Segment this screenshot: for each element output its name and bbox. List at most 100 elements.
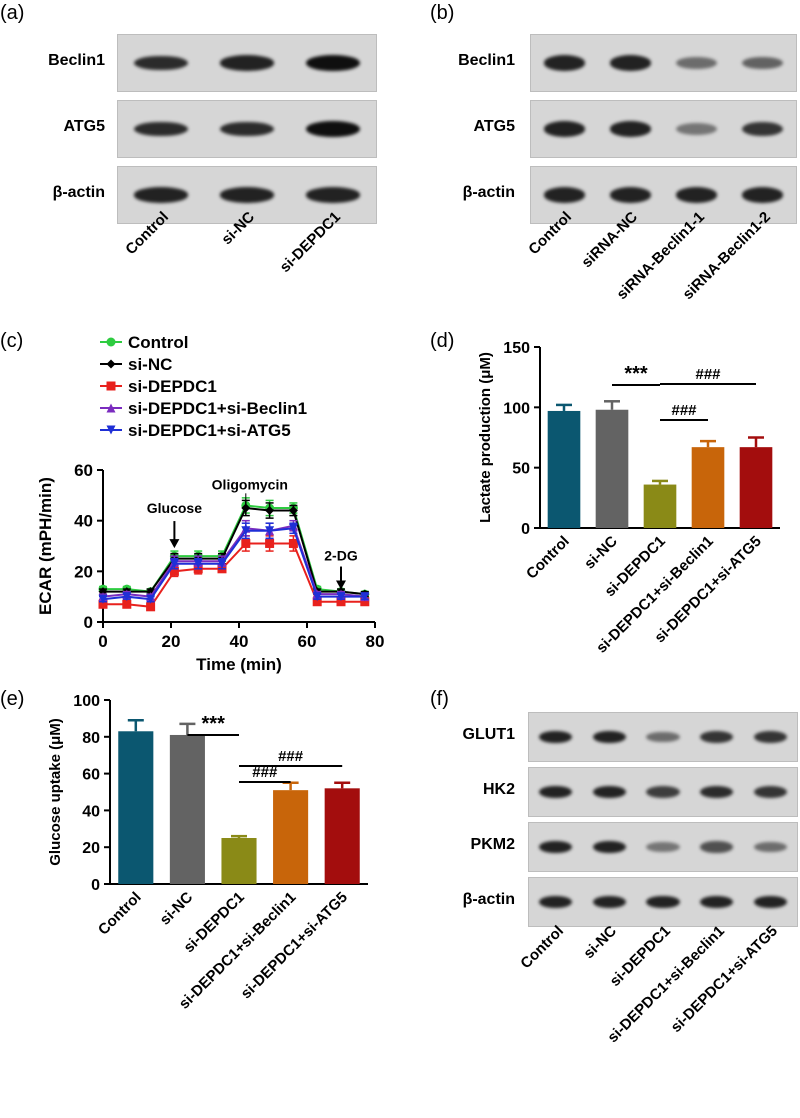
bar	[691, 447, 725, 528]
x-tick-label: 20	[162, 632, 181, 651]
blot-band	[742, 56, 784, 70]
blot-strip	[530, 34, 797, 92]
blot-strip	[528, 712, 798, 762]
annotation-oligomycin: Oligomycin	[212, 476, 288, 492]
annotation-arrowhead	[169, 539, 180, 549]
blot-band	[676, 56, 718, 70]
blot-band	[699, 785, 734, 799]
data-point	[122, 592, 132, 602]
y-axis-title: ECAR (mPH/min)	[36, 477, 55, 615]
significance-label: ###	[278, 748, 304, 765]
y-tick-label: 100	[503, 400, 530, 417]
bar	[118, 731, 154, 884]
blot-strip	[117, 34, 377, 92]
y-tick-label: 0	[521, 521, 530, 538]
bar	[595, 409, 629, 528]
panel-label-f: (f)	[430, 688, 449, 710]
blot-band	[592, 785, 626, 799]
data-point	[98, 594, 108, 604]
x-tick-label: 80	[366, 632, 385, 651]
blot-band	[646, 841, 680, 853]
blot-band	[609, 187, 651, 203]
data-point	[336, 592, 346, 602]
blot-band	[220, 121, 274, 137]
blot-band	[306, 55, 360, 71]
significance-label: ***	[202, 713, 226, 735]
y-tick-label: 60	[74, 461, 93, 480]
panel-label-d: (d)	[430, 330, 455, 352]
data-point	[241, 503, 251, 513]
y-tick-label: 50	[512, 461, 530, 478]
significance-label: ###	[671, 402, 697, 419]
data-point	[265, 506, 275, 516]
annotation-arrowhead	[336, 580, 346, 590]
x-tick-label: si-NC	[157, 889, 197, 929]
blot-strip	[117, 100, 377, 158]
blot-strip	[528, 767, 798, 817]
blot-band	[699, 841, 734, 853]
significance-label: ###	[252, 764, 278, 781]
data-point	[241, 526, 251, 536]
y-tick-label: 150	[503, 340, 530, 357]
blot-strip	[528, 822, 798, 872]
data-point	[106, 337, 116, 347]
y-tick-label: 20	[82, 840, 100, 857]
y-axis-title: Lactate production (μM)	[477, 352, 494, 523]
blot-strip	[530, 166, 797, 224]
x-tick-label: Control	[95, 889, 145, 939]
data-point	[146, 594, 156, 604]
blot-band	[699, 730, 734, 744]
lane-label: si-DEPDC1+si-Beclin1	[603, 922, 728, 1047]
blot-band	[646, 785, 680, 799]
data-point	[146, 602, 156, 612]
y-tick-label: 40	[74, 512, 93, 531]
y-tick-label: 100	[73, 693, 100, 710]
x-tick-label: 0	[98, 632, 107, 651]
bar	[324, 788, 360, 884]
x-tick-label: si-NC	[581, 533, 621, 573]
panel-label-b: (b)	[430, 2, 455, 24]
data-point	[265, 526, 275, 536]
blot-row-label: ATG5	[473, 118, 515, 135]
data-point	[169, 559, 179, 569]
blot-band	[753, 730, 787, 744]
bar	[739, 447, 773, 528]
blot-band	[592, 730, 626, 744]
data-point	[106, 425, 116, 435]
data-point	[265, 538, 275, 548]
y-axis-title: Glucose uptake (μM)	[47, 718, 64, 866]
bar	[169, 734, 205, 884]
blot-band	[592, 895, 626, 909]
blot-strip	[530, 100, 797, 158]
blot-row-label: Beclin1	[458, 52, 515, 69]
blot-band	[592, 840, 626, 854]
data-point	[169, 566, 179, 576]
y-tick-label: 60	[82, 767, 100, 784]
blot-band	[306, 187, 360, 203]
y-tick-label: 0	[84, 613, 93, 632]
data-point	[217, 559, 227, 569]
x-tick-label: 40	[230, 632, 249, 651]
blot-band	[646, 895, 680, 909]
x-tick-label: 60	[298, 632, 317, 651]
blot-strip	[117, 166, 377, 224]
blot-row-label: ATG5	[63, 118, 105, 135]
blot-band	[676, 122, 718, 136]
lane-label: si-DEPDC1	[606, 922, 675, 990]
data-point	[98, 599, 108, 609]
blot-row-label: β-actin	[462, 184, 515, 201]
blot-band	[646, 731, 680, 743]
blot-band	[134, 55, 188, 71]
data-point	[106, 381, 116, 391]
blot-row-label: Beclin1	[48, 52, 105, 69]
legend-label: si-NC	[128, 355, 172, 374]
data-point	[106, 359, 116, 369]
blot-band	[134, 121, 188, 137]
significance-label: ***	[624, 363, 648, 385]
blot-band	[543, 121, 585, 137]
significance-label: ###	[695, 366, 721, 383]
blot-band	[220, 187, 274, 203]
blot-band	[539, 895, 573, 909]
data-point	[241, 538, 251, 548]
y-tick-label: 0	[91, 877, 100, 894]
